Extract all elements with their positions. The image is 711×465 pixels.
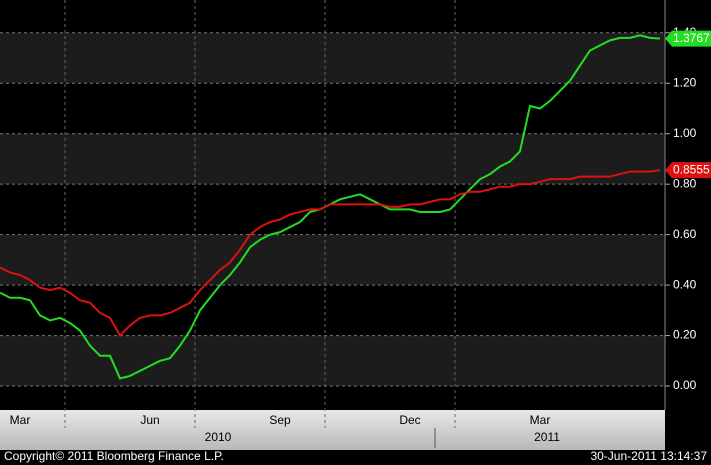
x-tick-label: Mar xyxy=(10,413,31,427)
timestamp: 30-Jun-2011 13:14:37 xyxy=(590,449,707,463)
series-line xyxy=(0,169,661,338)
y-tick-label: 1.20 xyxy=(673,75,697,89)
y-tick-label: 0.20 xyxy=(673,328,697,342)
grid-band xyxy=(0,32,665,84)
grid-band xyxy=(0,234,665,286)
last-value-label: 0.8555 xyxy=(673,162,710,176)
last-value-box xyxy=(665,30,711,47)
x-tick-label: Sep xyxy=(269,413,291,427)
y-tick-label: 0.80 xyxy=(673,176,697,190)
y-tick-label: 0.60 xyxy=(673,227,697,241)
y-tick-label: 1.00 xyxy=(673,126,697,140)
year-label: 2010 xyxy=(205,430,232,444)
year-label: 2011 xyxy=(534,430,560,444)
copyright: Copyright© 2011 Bloomberg Finance L.P. xyxy=(4,449,224,463)
x-tick-label: Jun xyxy=(140,413,159,427)
last-value-label: 1.3767 xyxy=(673,31,710,45)
x-tick-label: Dec xyxy=(399,413,420,427)
y-tick-label: 0.00 xyxy=(673,378,697,392)
x-axis-strip xyxy=(0,410,665,450)
x-tick-label: Mar xyxy=(530,413,551,427)
grid-band xyxy=(0,133,665,185)
y-tick-label: 0.40 xyxy=(673,277,697,291)
last-value-box xyxy=(665,162,711,179)
grid-band xyxy=(0,335,665,387)
